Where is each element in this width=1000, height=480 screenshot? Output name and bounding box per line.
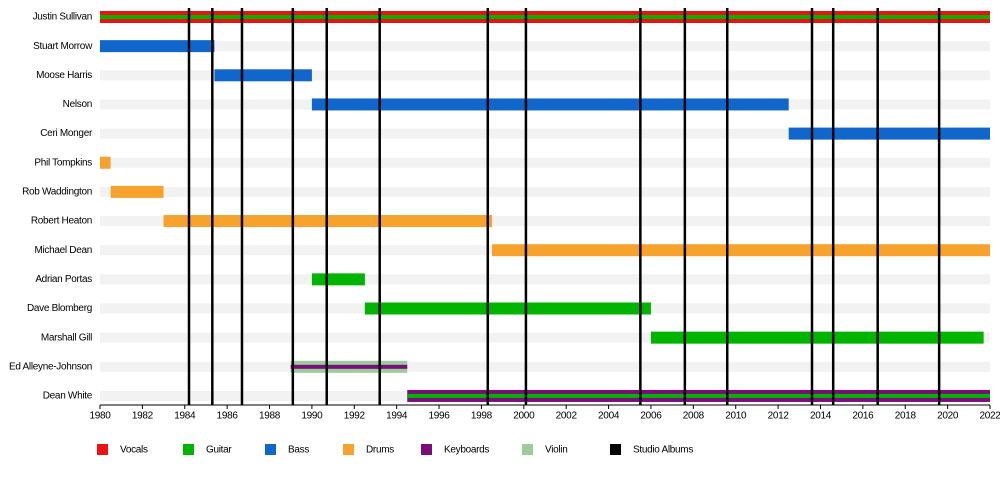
member-bar — [214, 69, 312, 82]
member-bar — [100, 156, 111, 169]
legend-swatch — [97, 444, 108, 455]
member-name: Marshall Gill — [41, 332, 92, 343]
member-name: Robert Heaton — [31, 216, 92, 227]
member-bar — [311, 98, 789, 111]
legend-label: Drums — [366, 445, 394, 456]
legend-swatch — [421, 444, 432, 455]
member-name: Michael Dean — [34, 245, 92, 256]
x-tick-label: 2022 — [979, 411, 1000, 422]
legend-swatch — [265, 444, 276, 455]
legend-swatch — [610, 444, 621, 455]
member-name: Phil Tompkins — [34, 157, 92, 168]
legend-label: Bass — [288, 445, 309, 456]
member-name: Ceri Monger — [40, 128, 93, 139]
legend-label: Violin — [545, 445, 567, 456]
member-name: Dave Blomberg — [27, 303, 92, 314]
x-tick-label: 2012 — [768, 411, 790, 422]
member-name: Ed Alleyne-Johnson — [9, 361, 92, 372]
member-bar — [290, 364, 408, 369]
x-tick-label: 1998 — [471, 411, 493, 422]
x-tick-label: 1982 — [132, 411, 154, 422]
row-band — [100, 157, 990, 168]
member-name: Rob Waddington — [22, 187, 92, 198]
row-band — [100, 361, 990, 372]
x-tick-label: 2004 — [598, 411, 620, 422]
member-bar — [492, 244, 990, 257]
x-tick-label: 1988 — [259, 411, 281, 422]
member-bar — [650, 331, 984, 344]
member-bar — [364, 302, 651, 315]
row-band — [100, 128, 990, 139]
member-name: Dean White — [43, 391, 93, 402]
legend-label: Studio Albums — [633, 445, 693, 456]
member-bar — [110, 185, 164, 198]
row-band — [100, 41, 990, 52]
x-tick-label: 1986 — [217, 411, 239, 422]
x-tick-label: 1990 — [301, 411, 323, 422]
member-bar — [100, 40, 215, 53]
member-name: Stuart Morrow — [33, 41, 93, 52]
x-tick-label: 2010 — [725, 411, 747, 422]
x-tick-label: 1984 — [174, 411, 196, 422]
row-band — [100, 70, 990, 81]
x-tick-label: 2014 — [810, 411, 832, 422]
member-name: Moose Harris — [36, 70, 92, 81]
x-tick-label: 1980 — [89, 411, 111, 422]
member-bar — [100, 15, 990, 19]
legend-swatch — [343, 444, 354, 455]
legend-label: Guitar — [206, 445, 232, 456]
member-bar — [311, 273, 365, 286]
x-tick-label: 2016 — [852, 411, 874, 422]
member-name: Justin Sullivan — [33, 12, 92, 23]
x-tick-label: 2006 — [640, 411, 662, 422]
x-tick-label: 1996 — [429, 411, 451, 422]
legend-label: Vocals — [120, 445, 148, 456]
legend-swatch — [183, 444, 194, 455]
member-name: Nelson — [63, 99, 92, 110]
row-band — [100, 332, 990, 343]
x-tick-label: 2002 — [556, 411, 578, 422]
legend-swatch — [522, 444, 533, 455]
x-tick-label: 2000 — [513, 411, 535, 422]
row-band — [100, 186, 990, 197]
x-tick-label: 2008 — [683, 411, 705, 422]
x-tick-label: 1992 — [344, 411, 366, 422]
member-name: Adrian Portas — [35, 274, 92, 285]
x-tick-label: 2018 — [895, 411, 917, 422]
member-bar — [407, 393, 990, 398]
legend-label: Keyboards — [444, 445, 489, 456]
member-bar — [788, 127, 990, 140]
x-tick-label: 2020 — [937, 411, 959, 422]
row-band — [100, 216, 990, 227]
row-band — [100, 274, 990, 285]
x-tick-label: 1994 — [386, 411, 408, 422]
